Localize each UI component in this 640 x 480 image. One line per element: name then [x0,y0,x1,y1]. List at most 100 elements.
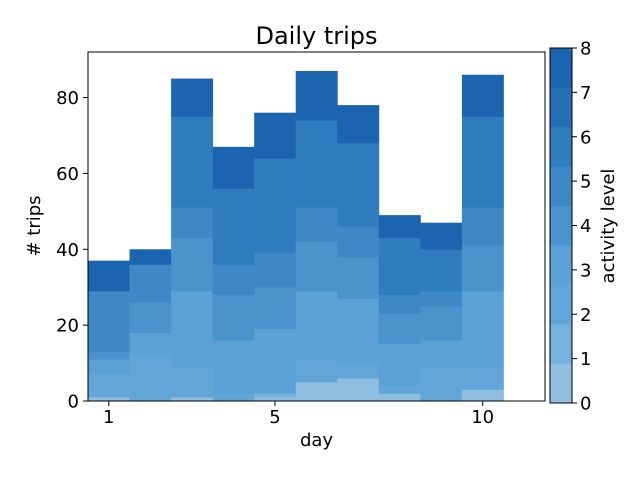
bar-segment-day3-level4 [171,237,214,292]
y-tick-label: 20 [56,316,79,337]
x-tick-label: 10 [471,407,494,428]
plot-frame [87,51,546,402]
bar-segment-day10-level6 [461,116,504,208]
bar-segment-day5-level6 [254,158,297,254]
bar-segment-day2-level4 [129,302,172,334]
bar-segment-day7-level6 [337,143,380,227]
bar-segment-day5-level1 [254,393,297,398]
colorbar-tick-label: 3 [580,260,591,281]
bar-segment-day6-level8 [295,70,338,121]
bar-segment-day1-level3 [88,359,130,375]
bar-segment-day8-level6 [378,237,421,296]
bar-segment-day8-level0 [378,393,421,402]
bar-segment-day8-level8 [378,215,421,239]
bar-segment-day1-level4 [88,351,130,360]
bar-segment-day3-level2 [171,366,214,398]
colorbar-tick-label: 0 [580,394,591,415]
bar-segment-day4-level5 [212,264,255,296]
bar-segment-day4-level6 [212,188,255,265]
bar-segment-day5-level5 [254,253,297,288]
bar-segment-day6-level4 [295,241,338,292]
colorbar-tick-label: 1 [580,349,591,370]
bar-segment-day1-level2 [88,374,130,398]
bar-segment-day7-level4 [337,256,380,299]
bar-segment-day2-level2 [129,355,172,402]
bar-segment-day8-level5 [378,294,421,315]
bar-segment-day6-level6 [295,120,338,208]
bar-segment-day7-level8 [337,105,380,144]
bar-segment-day4-level3 [212,340,255,394]
bar-segment-day10-level4 [461,245,504,292]
x-axis-ticks: 1 5 10 [103,401,494,428]
bar-segment-day10-level0 [461,389,504,402]
bar-segment-day9-level3 [420,340,463,368]
bar-segment-day9-level2 [420,366,463,402]
y-axis-ticks: 0 20 40 60 80 [56,88,88,413]
bar-segment-day3-level0 [171,397,214,402]
bar-segment-day10-level5 [461,207,504,246]
bar-segment-day6-level0 [295,382,338,402]
bar-segment-day1-level0 [88,397,130,402]
bar-segment-day6-level5 [295,207,338,242]
bar-segment-day7-level5 [337,226,380,258]
colorbar-segment [550,324,572,364]
bar-segment-day7-level0 [337,378,380,402]
bar-segment-day4-level8 [212,146,255,189]
bar-segment-day3-level6 [171,116,214,208]
bar-segment-day4-level2 [212,393,255,402]
colorbar-tick-label: 6 [580,127,591,148]
colorbar-label: activity level [598,169,619,284]
colorbar: 0 1 2 3 4 5 6 7 8 [549,39,591,415]
colorbar-segment [550,245,572,285]
colorbar-segment [550,166,572,207]
bar-segment-day10-level8 [461,74,504,117]
colorbar-tick-label: 8 [580,39,591,60]
bar-segment-day10-level2 [461,366,504,390]
bar-segment-day2-level8 [129,249,172,265]
bar-segment-day3-level3 [171,290,214,368]
bar-segment-day6-level3 [295,290,338,360]
bar-segment-day3-level8 [171,78,214,117]
bar-segment-day10-level3 [461,290,504,368]
bar-segment-day7-level3 [337,298,380,364]
y-tick-label: 40 [56,240,79,261]
colorbar-tick-label: 2 [580,305,591,326]
bar-segment-day9-level6 [420,249,463,292]
bar-segment-day6-level2 [295,359,338,383]
colorbar-segment [550,87,572,128]
colorbar-tick-label: 4 [580,216,591,237]
bar-segment-day8-level2 [378,385,421,394]
bar-segment-day3-level5 [171,207,214,239]
bar-segment-day9-level5 [420,290,463,307]
bar-segments [88,70,504,402]
colorbar-segment [550,284,572,325]
bar-segment-day9-level4 [420,306,463,341]
bar-segment-day8-level4 [378,313,421,345]
bar-segment-day9-level8 [420,222,463,250]
bar-segment-day4-level4 [212,294,255,341]
colorbar-segment [550,48,572,88]
colorbar-segment [550,126,572,167]
bar-segment-day5-level8 [254,112,297,159]
bar-segment-day5-level4 [254,287,297,330]
colorbar-segment [550,205,572,246]
colorbar-tick-label: 7 [580,83,591,104]
bar-segment-day8-level3 [378,344,421,387]
y-tick-label: 60 [56,164,79,185]
y-tick-label: 0 [68,392,79,413]
y-tick-label: 80 [56,88,79,109]
bar-segment-day5-level3 [254,328,297,394]
bar-segment-day2-level3 [129,332,172,356]
x-tick-label: 5 [269,407,280,428]
chart-title: Daily trips [255,22,377,50]
bar-segment-day1-level8 [88,260,130,292]
colorbar-segment [550,363,572,404]
bar-segment-day5-level0 [254,397,297,402]
bar-segment-day1-level5 [88,290,130,352]
bar-segment-day7-level2 [337,363,380,379]
bar-segment-day2-level5 [129,264,172,303]
x-axis-label: day [300,430,333,451]
x-tick-label: 1 [103,407,114,428]
colorbar-tick-label: 5 [580,172,591,193]
